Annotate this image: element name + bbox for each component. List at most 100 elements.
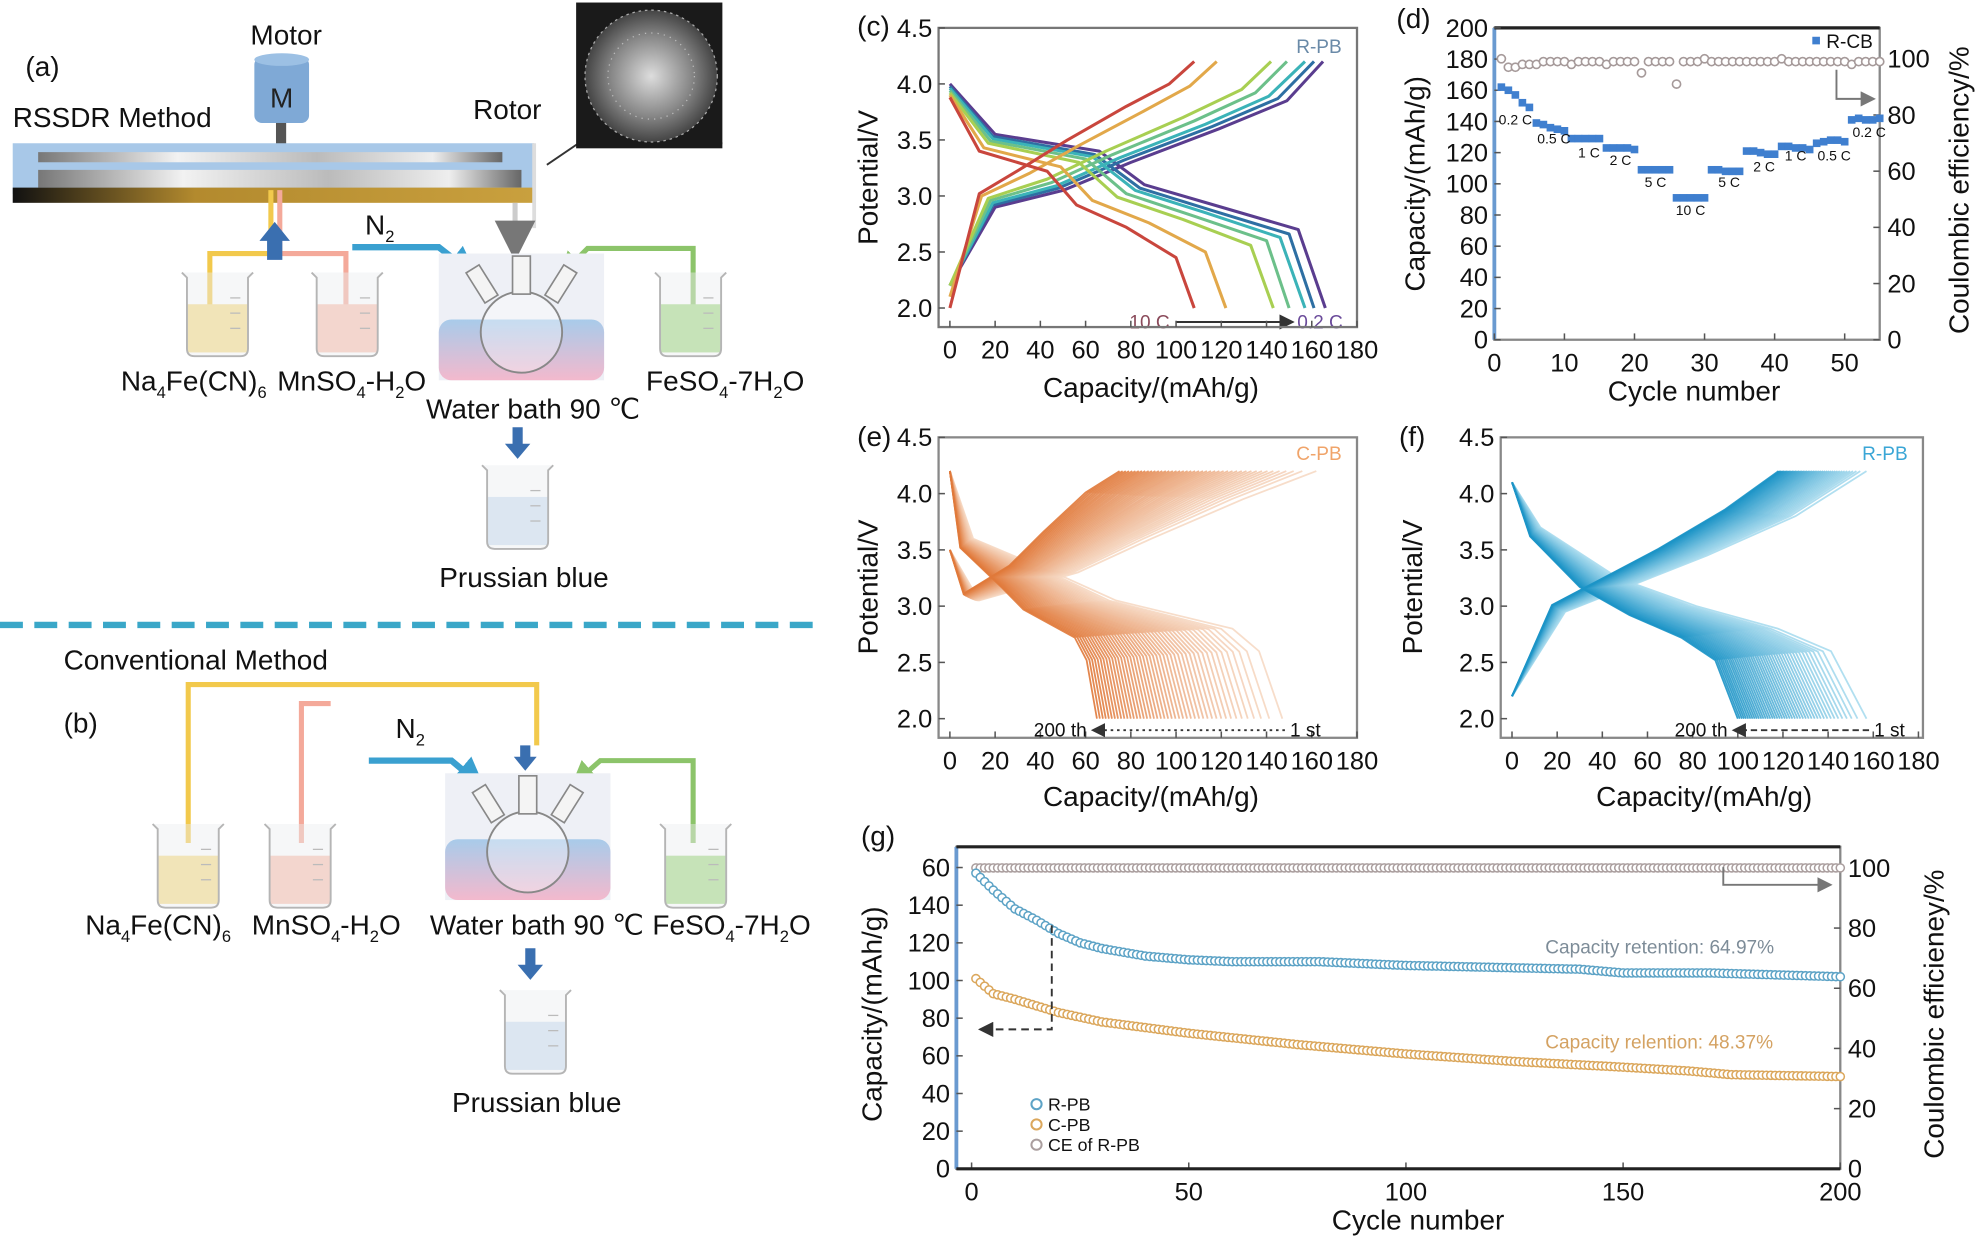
- y-tick-label-g: 60: [922, 1043, 950, 1071]
- plot-frame-f: [1499, 436, 1925, 739]
- y-tick-label-f: 3.5: [1459, 537, 1494, 565]
- x-axis-label-g: Cycle number: [1332, 1205, 1505, 1236]
- capacity-point: [1616, 144, 1625, 152]
- x-tick-label-f: 180: [1897, 748, 1939, 776]
- product-label-b: Prussian blue: [452, 1087, 621, 1118]
- capacity-point: [1749, 147, 1758, 155]
- y-tick-label-d: 40: [1460, 264, 1488, 292]
- capacity-point: [1574, 134, 1583, 143]
- rate-label: 2 C: [1610, 152, 1632, 168]
- first-cycle-label-f: 1 st: [1874, 721, 1905, 742]
- x-axis-label-f: Capacity/(mAh/g): [1596, 781, 1812, 812]
- capacity-point: [1791, 144, 1800, 152]
- capacity-point: [1595, 134, 1604, 143]
- rate-label: 1 C: [1785, 147, 1807, 163]
- x-tick-label-d: 30: [1690, 349, 1718, 377]
- panel-label-a: (a): [25, 51, 59, 82]
- capacity-point: [1756, 148, 1765, 157]
- capacity-point: [1672, 194, 1681, 202]
- capacity-point: [1504, 86, 1513, 95]
- last-cycle-label-e: 200 th: [1034, 721, 1087, 742]
- y-tick-label-d: 80: [1460, 202, 1488, 230]
- chart-c: (c) Capacity/(mAh/g) Potential/V R-PB 10…: [852, 11, 1378, 403]
- r-pb-retention-label: Capacity retention: 64.97%: [1545, 937, 1774, 958]
- ce-point: [1671, 79, 1682, 89]
- capacity-point: [1546, 123, 1555, 132]
- ce-point: [1874, 56, 1885, 67]
- reagent-na4fecn6-a: Na4Fe(CN)6: [121, 365, 267, 402]
- y-tick-label-c: 2.5: [897, 239, 932, 267]
- y-tick-label-d: 0: [1474, 327, 1488, 355]
- capacity-point: [1560, 126, 1569, 135]
- discharge-curve-4: [948, 89, 1291, 309]
- capacity-point: [1637, 165, 1646, 174]
- pipe-pink-b: [298, 701, 331, 844]
- panel-label-g: (g): [861, 821, 895, 852]
- y-tick-label-c: 4.5: [897, 15, 932, 43]
- charge-curve-2: [948, 60, 1316, 287]
- panel-label-e: (e): [857, 421, 891, 452]
- discharge-curve: [949, 470, 1098, 719]
- legend-marker: [1030, 1118, 1043, 1131]
- sample-label-c: R-PB: [1296, 37, 1342, 58]
- y-tick-label-e: 2.5: [897, 649, 932, 677]
- reagent-na4fecn6-b: Na4Fe(CN)6: [85, 909, 231, 946]
- discharge-curve-5: [948, 92, 1275, 309]
- rate-label: 5 C: [1718, 174, 1740, 190]
- charge-curve-6: [948, 60, 1218, 298]
- x-tick-label-c: 60: [1071, 337, 1099, 365]
- beaker-product-b: [498, 989, 572, 1075]
- x-tick-label-e: 100: [1155, 748, 1197, 776]
- x-tick-label-d: 0: [1487, 349, 1501, 377]
- water-bath-label-a: Water bath 90 ℃: [426, 393, 640, 424]
- y-tick-label-c: 3.5: [897, 127, 932, 155]
- first-cycle-label-e: 1 st: [1290, 721, 1321, 742]
- x-tick-label-f: 60: [1633, 748, 1661, 776]
- discharge-curve-7: [948, 96, 1196, 309]
- y-tick-label-c: 4.0: [897, 71, 932, 99]
- reagent-mnso4-a: MnSO4-H2O: [277, 365, 426, 402]
- y-tick-label-e: 3.5: [897, 537, 932, 565]
- x-tick-label-g: 200: [1819, 1179, 1861, 1207]
- down-arrow-into-flask-icon: [513, 745, 537, 771]
- legend-label-r-cb: R-CB: [1826, 32, 1873, 53]
- x-tick-label-f: 140: [1807, 748, 1849, 776]
- reaction-flask-icon: [437, 252, 606, 382]
- rate-label: 2 C: [1753, 158, 1775, 174]
- y-axis-label-c: Potential/V: [852, 110, 883, 245]
- x-tick-label-f: 40: [1588, 748, 1616, 776]
- chart-e: (e) Capacity/(mAh/g) Potential/V 0 20 40 60…: [852, 421, 1378, 812]
- beaker-mnso4-b: [263, 823, 337, 909]
- y-tick-label-g: 80: [922, 1005, 950, 1033]
- reagent-mnso4-b: MnSO4-H2O: [252, 909, 401, 946]
- panel-label-d: (d): [1396, 3, 1430, 34]
- rate-label: 0.5 C: [1817, 147, 1850, 163]
- charge-curve: [1511, 470, 1851, 697]
- x-tick-label-e: 20: [981, 748, 1009, 776]
- up-arrow-icon: [259, 221, 290, 260]
- charge-curve-7: [948, 60, 1196, 309]
- charge-curve-3: [948, 60, 1307, 287]
- ce-point: [1636, 67, 1647, 78]
- x-tick-label-g: 0: [965, 1179, 979, 1207]
- x-tick-label-e: 180: [1336, 748, 1378, 776]
- capacity-point: [1567, 134, 1576, 143]
- rate-label: 1 C: [1578, 144, 1600, 160]
- motor-letter: M: [270, 83, 293, 114]
- legend-label: C-PB: [1048, 1115, 1091, 1135]
- y-tick-label-d: 20: [1460, 295, 1488, 323]
- capacity-point: [1777, 142, 1786, 151]
- y-tick-label-f: 2.5: [1459, 649, 1494, 677]
- capacity-point: [1735, 167, 1744, 176]
- capacity-point: [1686, 194, 1695, 202]
- y-tick-label-g: 120: [908, 930, 950, 958]
- x-tick-label-e: 0: [943, 748, 957, 776]
- y-tick-label-c: 3.0: [897, 183, 932, 211]
- chart-f: (f) Capacity/(mAh/g) Potential/V 0 20 40 60…: [1397, 421, 1940, 812]
- legend-marker: [1030, 1138, 1043, 1151]
- beaker-mnso4: [310, 271, 384, 358]
- y-right-tick-label-d: 40: [1887, 214, 1915, 242]
- capacity-point: [1826, 136, 1835, 144]
- ce-point: [1496, 53, 1507, 64]
- legend-marker-r-cb: [1812, 36, 1820, 45]
